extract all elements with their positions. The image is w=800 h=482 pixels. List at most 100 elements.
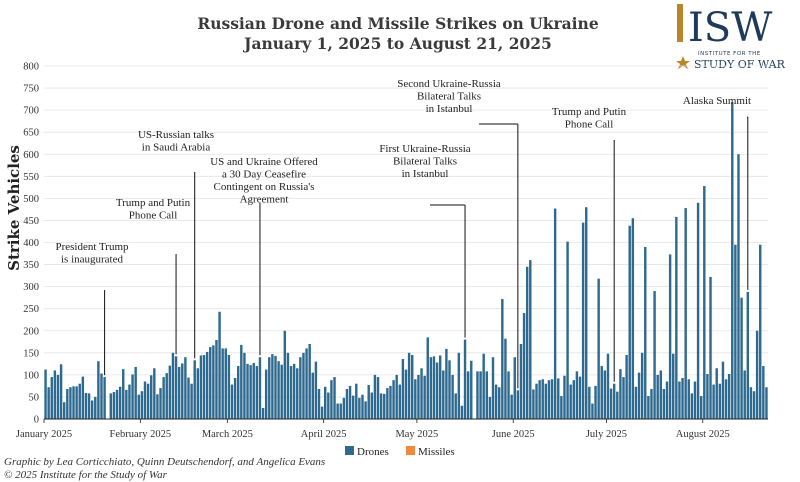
bar-drones bbox=[572, 380, 576, 419]
y-tick-label: 700 bbox=[23, 106, 39, 117]
bar-drones bbox=[184, 357, 187, 419]
bar-drones bbox=[389, 385, 392, 419]
bar-drones bbox=[498, 387, 501, 419]
bar-drones bbox=[87, 393, 91, 419]
bar-drones bbox=[305, 348, 308, 419]
bar-drones bbox=[622, 377, 625, 419]
annotation-text: Trump and Putin bbox=[552, 106, 627, 118]
bar-drones bbox=[342, 397, 346, 419]
annotation: Alaska Summit bbox=[683, 95, 751, 290]
bar-drones bbox=[230, 384, 234, 419]
bar-drones bbox=[448, 360, 451, 419]
legend-missiles-label: Missiles bbox=[418, 446, 455, 458]
bar-drones bbox=[690, 393, 694, 419]
bar-drones bbox=[258, 357, 262, 419]
bar-drones bbox=[411, 355, 414, 419]
annotation-text: Bilateral Talks bbox=[393, 156, 457, 168]
logo-bar-gold bbox=[677, 4, 683, 42]
bar-drones bbox=[314, 361, 318, 419]
logo-line2: STUDY OF WAR bbox=[694, 58, 786, 71]
bar-drones bbox=[59, 364, 63, 419]
bar-drones bbox=[53, 370, 57, 419]
bar-drones bbox=[140, 391, 144, 419]
bar-drones bbox=[653, 291, 656, 419]
bar-drones bbox=[675, 216, 678, 419]
y-tick-label: 300 bbox=[23, 282, 39, 293]
bar-drones bbox=[351, 395, 355, 419]
x-tick-label: August 2025 bbox=[676, 429, 730, 440]
bar-drones bbox=[485, 371, 489, 419]
bar-drones bbox=[100, 373, 103, 419]
bar-drones bbox=[718, 383, 722, 419]
bar-drones bbox=[662, 388, 666, 419]
bar-drones bbox=[463, 339, 467, 419]
bar-drones bbox=[429, 357, 433, 419]
bar-drones bbox=[66, 388, 69, 419]
y-tick-label: 550 bbox=[23, 172, 39, 183]
bar-drones bbox=[606, 353, 610, 419]
bar-drones bbox=[407, 352, 411, 419]
y-tick-label: 750 bbox=[23, 84, 39, 95]
bar-drones bbox=[535, 383, 538, 419]
bar-drones bbox=[103, 377, 106, 419]
annotation-text: US-Russian talks bbox=[138, 129, 214, 141]
bar-drones bbox=[644, 246, 647, 419]
bar-drones bbox=[659, 370, 663, 419]
annotation-text: Contingent on Russia's bbox=[214, 181, 315, 193]
bar-drones bbox=[72, 386, 75, 419]
annotation-text: Phone Call bbox=[565, 119, 614, 131]
annotation-text: a 30 Day Ceasefire bbox=[222, 169, 306, 181]
bar-drones bbox=[681, 377, 684, 419]
bar-drones bbox=[146, 383, 150, 419]
bar-drones bbox=[153, 368, 156, 419]
chart-subtitle: January 1, 2025 to August 21, 2025 bbox=[242, 34, 552, 53]
bar-drones bbox=[75, 386, 78, 419]
bar-drones bbox=[510, 394, 513, 419]
bar-drones bbox=[383, 393, 386, 419]
bar-drones bbox=[240, 344, 243, 419]
bar-drones bbox=[417, 374, 420, 419]
bar-drones bbox=[724, 379, 728, 419]
bar-drones bbox=[734, 244, 737, 419]
grid-lines bbox=[44, 65, 768, 420]
bar-drones bbox=[168, 365, 172, 419]
x-axis-ticks: January 2025 February 2025 March 2025 April… bbox=[16, 419, 730, 440]
bars bbox=[44, 102, 768, 420]
bar-drones bbox=[143, 381, 147, 419]
bar-drones bbox=[715, 368, 718, 419]
bar-drones bbox=[522, 313, 526, 419]
annotation-text: US and Ukraine Offered bbox=[210, 156, 318, 168]
bar-drones bbox=[553, 208, 557, 419]
legend-drones-swatch bbox=[345, 446, 354, 455]
bar-drones bbox=[249, 365, 252, 419]
bar-drones bbox=[634, 386, 638, 419]
logo-star-icon bbox=[676, 56, 690, 69]
isw-logo: ISW INSTITUTE FOR THE STUDY OF WAR bbox=[676, 4, 786, 71]
bar-drones bbox=[81, 376, 85, 419]
bar-drones bbox=[696, 202, 700, 419]
bar-drones bbox=[159, 388, 162, 419]
annotation-text: in Saudi Arabia bbox=[142, 142, 211, 154]
x-tick-label: January 2025 bbox=[16, 429, 72, 440]
bar-drones bbox=[752, 391, 756, 419]
legend-missiles-swatch bbox=[406, 446, 415, 455]
bar-drones bbox=[212, 345, 215, 419]
bar-drones bbox=[348, 385, 352, 419]
bar-drones bbox=[482, 353, 485, 419]
bar-drones bbox=[594, 385, 597, 419]
bar-drones bbox=[246, 363, 249, 419]
bar-drones bbox=[575, 371, 579, 419]
bar-drones bbox=[386, 388, 389, 419]
bar-drones bbox=[420, 368, 423, 419]
bar-drones bbox=[355, 383, 358, 419]
bar-drones bbox=[109, 393, 113, 419]
bar-drones bbox=[50, 377, 53, 419]
logo-letters: ISW bbox=[688, 5, 772, 51]
annotation-text: is inaugurated bbox=[61, 254, 124, 266]
bar-drones bbox=[215, 340, 218, 419]
bar-drones bbox=[678, 381, 681, 419]
